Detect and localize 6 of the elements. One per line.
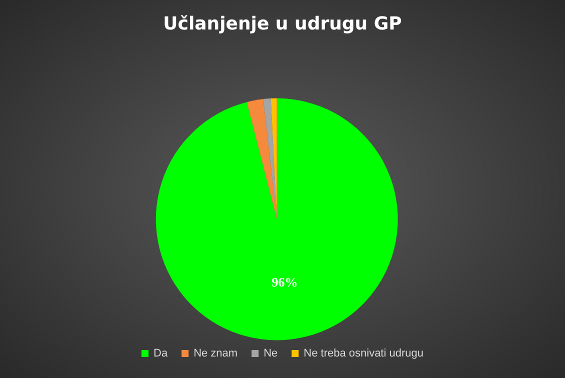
legend-label: Ne (264, 348, 278, 360)
legend-label: Ne znam (194, 348, 238, 360)
chart-title: Učlanjenje u udrugu GP (163, 14, 402, 34)
legend-label: Da (154, 348, 168, 360)
legend-label: Ne treba osnivati udrugu (304, 348, 424, 360)
data-label: 96% (272, 274, 298, 290)
